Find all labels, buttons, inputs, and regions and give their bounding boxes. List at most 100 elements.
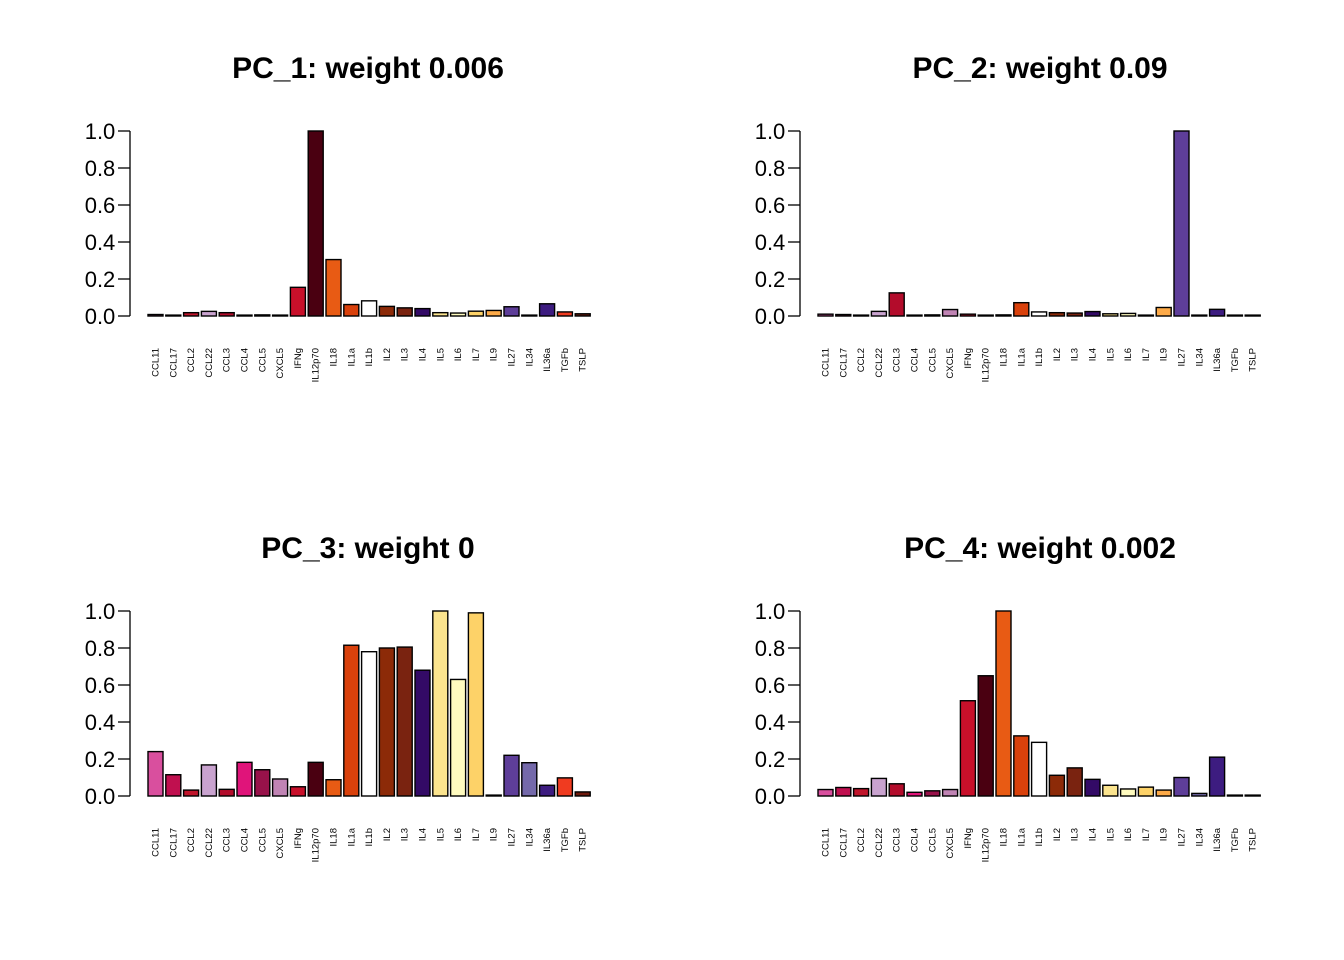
bar-il36a <box>1208 756 1226 797</box>
y-tick-label: 0.8 <box>755 636 786 661</box>
x-tick-label: IL36a <box>542 347 553 371</box>
x-tick-label: CCL22 <box>204 348 215 378</box>
bar-il2 <box>378 647 396 797</box>
x-tick-label: IL4 <box>418 828 429 841</box>
x-tick-label: CXCL5 <box>275 828 286 859</box>
bar-ccl3 <box>888 292 905 317</box>
x-tick-label: IL1b <box>364 348 375 367</box>
x-tick-label: CXCL5 <box>275 348 286 379</box>
x-tick-label: IL27 <box>1177 828 1188 847</box>
bar-ccl17 <box>835 786 852 797</box>
x-tick-label: IL5 <box>435 348 446 361</box>
bar-il1a <box>343 303 360 317</box>
x-tick-label: IL7 <box>1141 348 1152 361</box>
bar-il34 <box>521 762 538 797</box>
x-tick-label: IL18 <box>329 828 340 847</box>
bar-il4 <box>414 669 431 797</box>
bar-il3 <box>1066 312 1083 317</box>
x-tick-label: IL2 <box>1052 348 1063 361</box>
bar-il27 <box>503 754 520 797</box>
x-tick-label: CCL5 <box>927 348 938 372</box>
x-tick-label: IL1a <box>1016 347 1027 366</box>
bar-il1b <box>360 651 378 797</box>
bar-il9 <box>1155 306 1172 317</box>
x-tick-label: IFNg <box>963 828 974 849</box>
bar-ccl3 <box>218 311 235 317</box>
bar-ccl2 <box>182 789 200 797</box>
bar-ccl22 <box>200 764 218 797</box>
chart-panel-1: PC_1: weight 0.006 0.0 0.2 0.4 0.6 0.8 1.0 CCL1… <box>85 52 591 382</box>
y-tick-label: 0.8 <box>85 156 116 181</box>
bar-il36a <box>538 303 556 317</box>
bar-il34 <box>1191 792 1208 797</box>
x-tick-label: IL5 <box>1105 348 1116 361</box>
y-tick-label: 0.4 <box>85 710 116 735</box>
x-tick-label: CCL4 <box>910 828 921 852</box>
x-tick-label: IL3 <box>1070 828 1081 841</box>
y-tick-label: 0.0 <box>755 784 786 809</box>
x-tick-label: IL3 <box>400 828 411 841</box>
x-tick-label: IL12p70 <box>311 348 322 382</box>
x-tick-label: TGFb <box>1230 348 1241 372</box>
y-tick-label: 0.6 <box>85 673 116 698</box>
bar-ccl4 <box>906 314 923 317</box>
y-tick-label: 0.2 <box>755 747 786 772</box>
y-tick-label: 0.4 <box>85 230 116 255</box>
bar-ccl11 <box>817 313 834 317</box>
y-tick-label: 0.2 <box>85 267 116 292</box>
bar-tslp <box>574 791 591 797</box>
x-tick-label: IL1b <box>364 828 375 847</box>
bar-il1b <box>360 300 378 317</box>
x-tick-label: IL7 <box>471 348 482 361</box>
bar-il36a <box>1208 308 1226 317</box>
y-tick-label: 0.0 <box>755 304 786 329</box>
x-tick-label: IL5 <box>1105 828 1116 841</box>
bar-il9 <box>485 794 502 797</box>
bar-ifng <box>959 313 977 317</box>
bar-ccl5 <box>254 769 271 797</box>
y-tick-label: 1.0 <box>85 599 116 624</box>
x-tick-label: IL1b <box>1034 828 1045 847</box>
bar-ccl17 <box>835 313 852 317</box>
bar-il4 <box>1084 778 1101 797</box>
bar-tslp <box>1244 314 1261 317</box>
bar-il4 <box>1084 310 1101 317</box>
bar-il6 <box>1119 788 1137 797</box>
x-tick-label: CCL4 <box>910 348 921 372</box>
bar-ifng <box>959 700 977 797</box>
bar-il5 <box>432 311 449 317</box>
x-tick-label: CCL3 <box>892 828 903 852</box>
x-tick-label: CCL3 <box>222 348 233 372</box>
x-tick-label: IL1a <box>346 827 357 846</box>
x-tick-label: IL18 <box>329 348 340 367</box>
bar-il34 <box>1191 314 1208 317</box>
x-tick-label: CCL17 <box>168 828 179 858</box>
bar-ccl4 <box>236 314 253 317</box>
x-tick-label: TSLP <box>578 828 589 852</box>
x-tick-label: CCL4 <box>240 348 251 372</box>
x-tick-label: IL9 <box>1159 828 1170 841</box>
x-tick-label: IL6 <box>1123 348 1134 361</box>
bar-il7 <box>1137 314 1155 317</box>
x-tick-label: CCL3 <box>892 348 903 372</box>
bar-il1b <box>1030 311 1048 317</box>
x-tick-label: CCL5 <box>257 348 268 372</box>
y-tick-label: 1.0 <box>755 599 786 624</box>
x-tick-label: CCL11 <box>821 828 832 857</box>
y-tick-label: 0.6 <box>85 193 116 218</box>
x-tick-label: IL2 <box>382 828 393 841</box>
x-tick-label: IL6 <box>453 828 464 841</box>
x-tick-label: TGFb <box>1230 828 1241 852</box>
x-tick-label: CCL3 <box>222 828 233 852</box>
bar-il18 <box>325 258 342 317</box>
bar-il1a <box>1013 735 1030 797</box>
bar-ccl5 <box>924 314 941 317</box>
x-tick-label: CCL2 <box>186 828 197 852</box>
x-tick-label: IL7 <box>1141 828 1152 841</box>
chart-panel-2: PC_2: weight 0.09 0.0 0.2 0.4 0.6 0.8 1.0 CCL11… <box>755 52 1261 382</box>
x-tick-label: CCL17 <box>838 348 849 378</box>
bar-il5 <box>1102 313 1119 317</box>
bar-il1a <box>1013 301 1030 317</box>
bar-il9 <box>1155 789 1172 797</box>
